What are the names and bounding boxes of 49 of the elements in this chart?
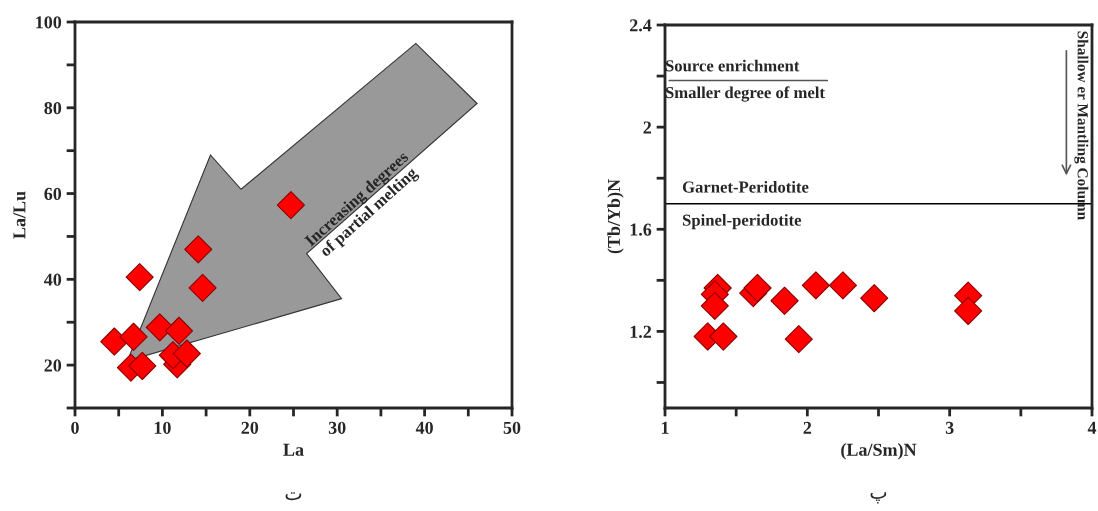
point [100,327,129,356]
y-tick-label: 20 [44,359,62,372]
x-tick-label: 3 [945,421,954,434]
y-tick-label: 1.6 [630,223,652,236]
text: ت [285,492,302,501]
point [164,316,194,345]
point [954,296,983,326]
point [743,273,772,303]
point [125,263,154,292]
annotation: Source enrichment [665,59,800,72]
ref-line-label: Garnet-Peridotite [682,180,809,193]
x-tick-label: 0 [71,421,79,434]
y-tick-label: 2 [643,121,652,134]
x-tick-label: 10 [154,421,171,434]
point [276,191,305,220]
point [184,235,213,264]
point [709,322,738,351]
x-tick-label: 2 [803,421,812,434]
x-axis-title: (La/Sm)N [841,443,917,460]
y-tick-label: 80 [44,102,62,115]
point [770,286,799,315]
point [700,291,729,320]
point [188,273,217,303]
x-tick-label: 40 [415,421,433,434]
annotation: Shallow er Mantling Column [1074,31,1089,220]
point [860,284,889,313]
point [801,271,830,300]
x-tick-label: 50 [503,421,521,434]
x-axis-title: La [283,443,304,456]
y-axis-title: (Tb/Yb)N [607,179,624,254]
x-tick-label: 20 [241,421,259,434]
y-tick-label: 1.2 [630,325,652,338]
point [828,271,858,300]
x-tick-label: 4 [1087,421,1097,434]
point [172,339,201,368]
y-tick-label: 100 [36,16,62,29]
y-tick-label: 40 [44,273,62,286]
point [145,313,174,342]
x-tick-label: 1 [661,421,669,434]
y-tick-label: 60 [44,187,62,200]
annotation: Spinel-peridotite [682,214,802,230]
y-tick-label: 2.4 [629,19,652,32]
text: پ [870,492,887,504]
point [128,351,157,381]
point [119,322,148,351]
y-axis-title: La/Lu [13,191,26,239]
annotation: Smaller degree of melt [665,86,825,102]
x-tick-label: 30 [328,421,346,434]
point [784,324,813,354]
